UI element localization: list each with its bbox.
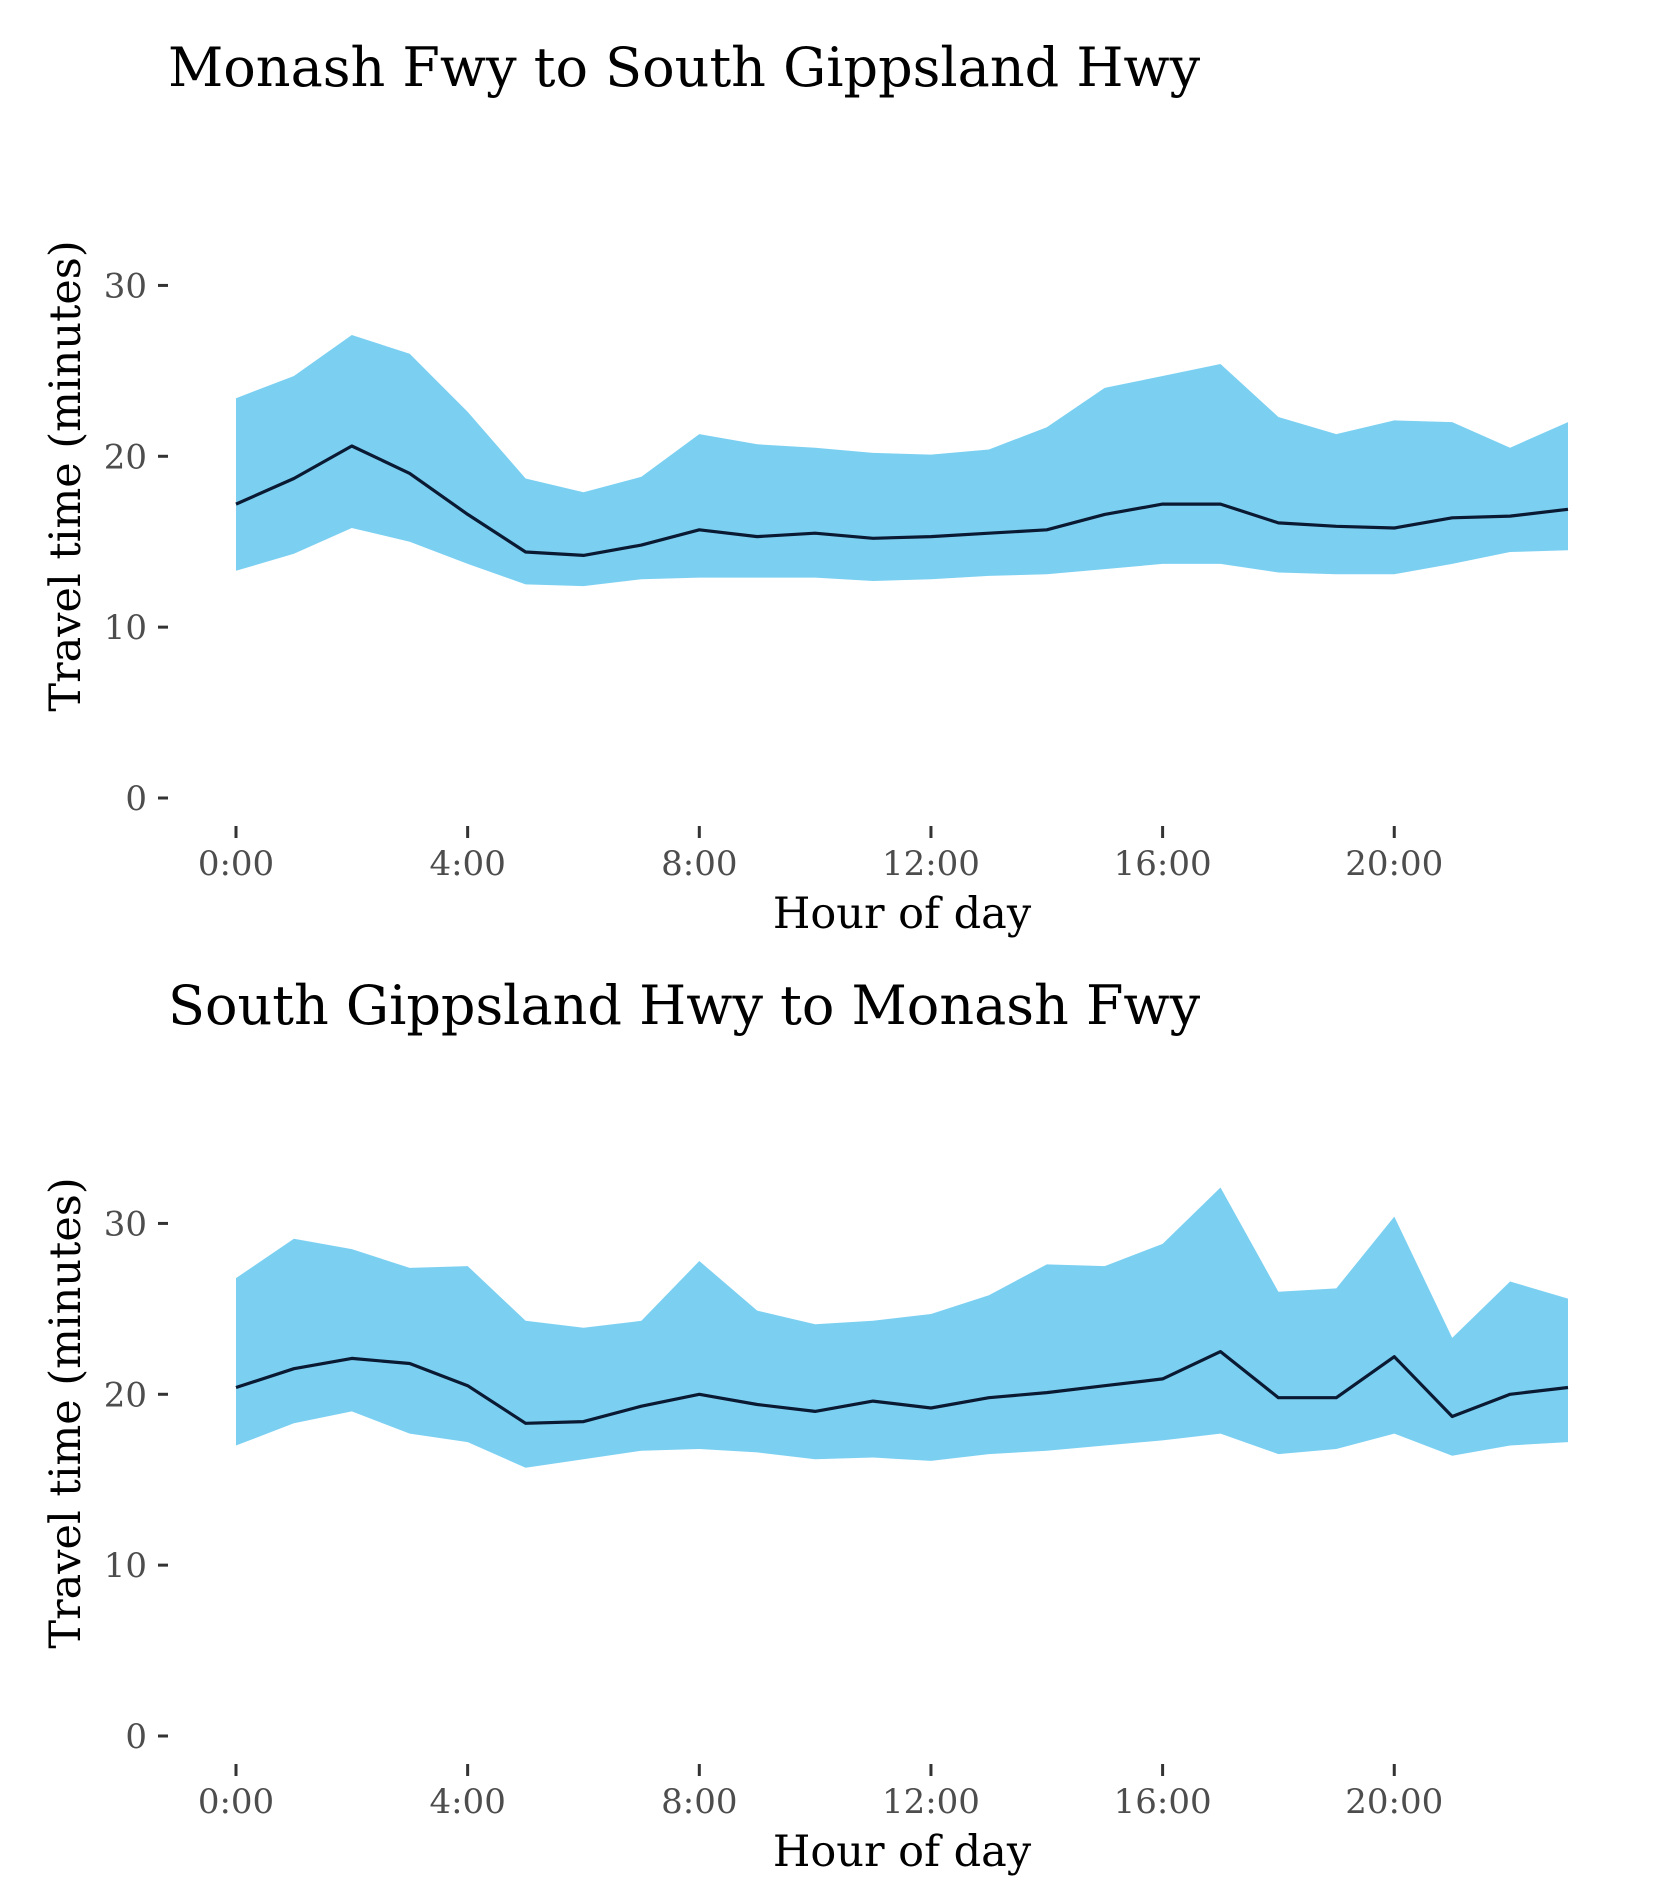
x-tick-label: 20:00 — [1345, 844, 1443, 884]
y-tick-label: 20 — [104, 437, 147, 477]
x-tick-label: 4:00 — [429, 1782, 505, 1822]
x-tick-label: 8:00 — [661, 1782, 737, 1822]
x-tick-label: 16:00 — [1114, 844, 1212, 884]
x-tick-label: 20:00 — [1345, 1782, 1443, 1822]
plot-area — [235, 1187, 1569, 1468]
x-axis-title: Hour of day — [773, 1827, 1032, 1877]
x-tick-label: 0:00 — [198, 1782, 274, 1822]
median-line — [235, 1349, 1569, 1425]
x-axis-title: Hour of day — [773, 889, 1032, 939]
y-tick-label: 20 — [104, 1375, 147, 1415]
x-tick-label: 16:00 — [1114, 1782, 1212, 1822]
y-tick-label: 30 — [104, 266, 147, 306]
chart-panel-top: Monash Fwy to South Gippsland Hwy Travel… — [41, 36, 1569, 939]
x-tick-label: 12:00 — [882, 1782, 980, 1822]
x-tick-label: 4:00 — [429, 844, 505, 884]
x-axis: 0:00 4:00 8:00 12:00 16:00 20:00 — [198, 826, 1443, 884]
median-line — [235, 444, 1569, 558]
x-tick-label: 12:00 — [882, 844, 980, 884]
chart-title: South Gippsland Hwy to Monash Fwy — [168, 974, 1201, 1037]
y-tick-label: 0 — [125, 779, 147, 819]
y-tick-label: 0 — [125, 1717, 147, 1757]
y-tick-label: 30 — [104, 1204, 147, 1244]
range-band — [236, 335, 1568, 587]
y-tick-label: 10 — [104, 608, 147, 648]
x-axis: 0:00 4:00 8:00 12:00 16:00 20:00 — [198, 1764, 1443, 1822]
chart-title: Monash Fwy to South Gippsland Hwy — [168, 36, 1201, 99]
x-tick-label: 8:00 — [661, 844, 737, 884]
y-axis-title: Travel time (minutes) — [41, 1177, 91, 1648]
range-band — [236, 1187, 1568, 1468]
y-axis-title: Travel time (minutes) — [41, 240, 91, 711]
y-axis: 0 10 20 30 — [104, 1204, 168, 1757]
chart-panel-bottom: South Gippsland Hwy to Monash Fwy Travel… — [41, 974, 1569, 1877]
y-axis: 0 10 20 30 — [104, 266, 168, 819]
x-tick-label: 0:00 — [198, 844, 274, 884]
plot-area — [235, 335, 1569, 587]
y-tick-label: 10 — [104, 1546, 147, 1586]
